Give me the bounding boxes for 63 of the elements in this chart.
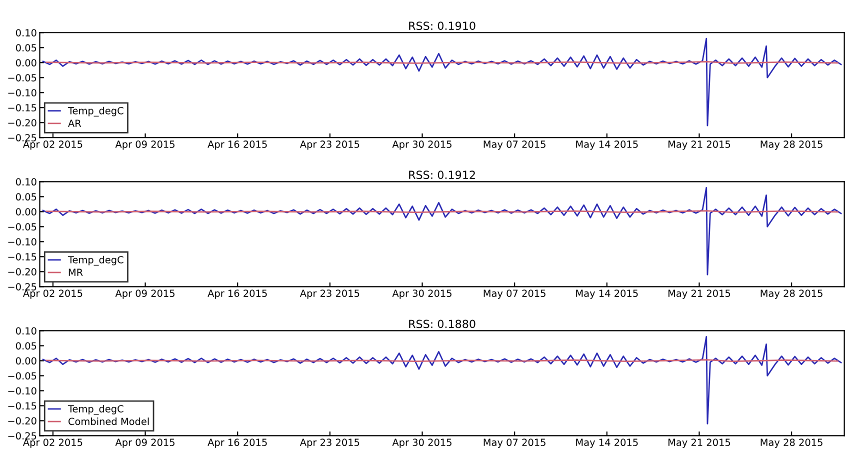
- x-tick-label: Apr 23 2015: [300, 438, 360, 448]
- y-tick-label: 0.10: [16, 327, 36, 335]
- x-tick-label: Apr 16 2015: [208, 438, 267, 448]
- y-tick-label: −0.20: [8, 417, 36, 425]
- y-tick-label: −0.10: [8, 238, 36, 246]
- y-tick-label: 0.00: [16, 59, 36, 66]
- chart-title: RSS: 0.1880: [409, 320, 476, 328]
- y-tick-label: −0.10: [8, 387, 36, 395]
- x-tick-label: Apr 02 2015: [22, 438, 82, 448]
- y-tick-label: 0.10: [16, 29, 36, 36]
- x-tick-label: May 14 2015: [576, 140, 638, 150]
- x-tick-label: May 21 2015: [668, 140, 730, 150]
- x-tick-label: Apr 23 2015: [300, 140, 360, 150]
- chart-title: RSS: 0.1912: [409, 170, 475, 180]
- legend-label: Temp_degC: [68, 256, 124, 266]
- y-tick-label: 0.10: [16, 178, 36, 186]
- legend-label: Temp_degC: [68, 404, 124, 415]
- x-tick-label: Apr 16 2015: [208, 140, 267, 150]
- y-tick-label: −0.25: [8, 134, 36, 142]
- legend-label: Temp_degC: [68, 106, 124, 117]
- x-tick-label: Apr 16 2015: [208, 290, 267, 299]
- x-tick-label: Apr 09 2015: [115, 140, 174, 150]
- y-tick-label: 0.00: [16, 208, 36, 216]
- y-tick-label: 0.05: [16, 193, 36, 201]
- y-tick-label: −0.20: [8, 119, 36, 126]
- x-tick-label: May 21 2015: [668, 438, 730, 448]
- x-tick-label: May 07 2015: [484, 438, 546, 448]
- y-tick-label: 0.05: [16, 342, 36, 350]
- x-tick-label: May 28 2015: [760, 290, 822, 299]
- x-tick-label: Apr 30 2015: [392, 290, 452, 299]
- x-tick-label: May 21 2015: [668, 290, 730, 299]
- y-tick-label: −0.25: [8, 432, 36, 440]
- x-tick-label: May 14 2015: [576, 290, 638, 299]
- x-tick-label: Apr 30 2015: [392, 140, 452, 150]
- y-tick-label: −0.15: [8, 402, 36, 410]
- legend-label: Combined Model: [68, 418, 149, 426]
- x-tick-label: Apr 09 2015: [115, 438, 174, 448]
- y-tick-label: −0.05: [8, 372, 36, 380]
- line-series: [42, 336, 842, 424]
- x-tick-label: May 07 2015: [484, 140, 546, 150]
- x-tick-label: Apr 23 2015: [300, 290, 360, 299]
- x-tick-label: Apr 02 2015: [22, 140, 82, 150]
- x-tick-label: May 28 2015: [760, 438, 822, 448]
- y-tick-label: −0.20: [8, 268, 36, 276]
- x-tick-label: Apr 02 2015: [22, 290, 82, 299]
- legend-label: MR: [68, 268, 83, 276]
- legend-label: AR: [68, 120, 82, 127]
- x-tick-label: Apr 09 2015: [115, 290, 174, 299]
- y-tick-label: −0.25: [8, 283, 36, 290]
- y-tick-label: −0.15: [8, 104, 36, 112]
- line-series: [42, 38, 842, 126]
- y-tick-label: 0.05: [16, 44, 36, 52]
- x-tick-label: May 07 2015: [484, 290, 546, 299]
- chart-title: RSS: 0.1910: [409, 22, 476, 30]
- line-series: [42, 186, 842, 276]
- x-tick-label: May 14 2015: [576, 438, 638, 448]
- x-tick-label: Apr 30 2015: [392, 438, 452, 448]
- y-tick-label: −0.05: [8, 223, 36, 230]
- y-tick-label: −0.05: [8, 74, 36, 82]
- y-tick-label: −0.10: [8, 89, 36, 96]
- y-tick-label: −0.15: [8, 253, 36, 260]
- y-tick-label: 0.00: [16, 357, 36, 365]
- x-tick-label: May 28 2015: [760, 140, 822, 150]
